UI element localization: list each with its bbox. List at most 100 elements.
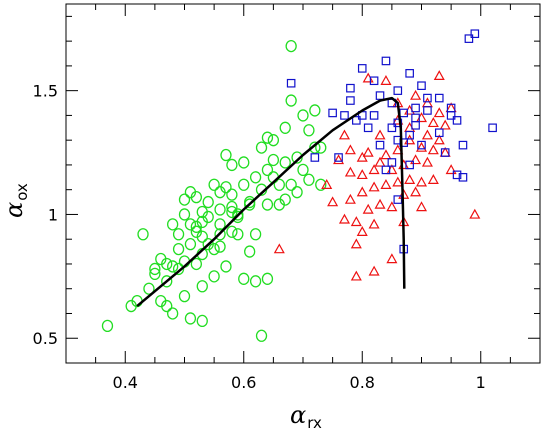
circle-point [190,190,203,204]
square-point [458,173,468,182]
x-axis-title: αrx [290,401,322,430]
triangle-point [327,196,339,207]
square-point [286,78,296,88]
triangle-point [410,89,422,100]
circle-point [261,163,274,177]
triangle-point [350,270,362,281]
circle-point [196,280,208,293]
circle-point [208,270,220,283]
circle-point [143,282,155,295]
square-point [363,123,373,133]
square-point [417,140,426,150]
circle-point [161,257,173,271]
square-point [328,108,337,118]
square-point [375,140,385,150]
circle-point [249,171,262,184]
square-point [393,86,403,95]
circle-point [285,178,297,191]
triangle-point [392,176,404,187]
square-point [417,81,426,91]
triangle-point [344,193,356,204]
triangle-point [344,144,356,155]
circle-point [238,272,250,285]
square-point [405,130,414,140]
square-point [352,116,361,125]
triangle-point [469,208,481,219]
x-tick-label: 1 [476,373,486,392]
square-point [369,111,379,120]
circle-point [184,312,197,325]
square-point [452,170,462,180]
triangle-point [356,169,368,180]
triangle-point [392,144,404,155]
circle-point [238,178,250,191]
triangle-point [333,154,345,165]
y-tick-label: 1 [48,205,58,224]
circle-point [161,275,173,288]
circle-point [190,257,203,271]
triangle-point [380,179,392,189]
circle-point [214,228,226,241]
square-point [488,123,497,133]
circle-point [196,314,208,328]
y-axis-title-sub: ox [13,183,31,201]
square-point [446,111,456,120]
triangle-point [362,146,374,157]
circle-point [297,163,309,177]
triangle-point [380,149,392,160]
square-point [405,160,414,170]
triangle-point [368,265,380,276]
circle-point [232,208,244,221]
y-tick-label: 1.5 [33,82,58,101]
circle-point [297,109,309,122]
square-point [393,118,403,128]
triangle-point [356,151,368,162]
square-point [381,56,391,66]
circle-point [279,156,291,169]
circle-point [279,193,291,206]
triangle-point [356,186,368,197]
circle-point [309,141,321,154]
circle-point [255,329,268,342]
x-axis-title-main: α [290,401,306,429]
square-point [346,96,355,105]
square-point [434,93,444,103]
triangle-point [350,216,362,227]
circle-point [214,240,226,253]
circle-point [149,267,161,281]
triangle-point [273,243,285,254]
y-axis-title-main: α [0,202,28,218]
triangle-point [445,164,457,175]
circle-point [303,173,315,186]
square-point [310,153,320,162]
circle-point [261,272,274,285]
circle-point [214,203,226,216]
square-point [470,29,480,39]
circle-point [149,262,161,276]
triangle-point [427,117,439,128]
triangle-point [374,156,386,167]
circle-point [279,121,291,134]
triangle-point [415,141,428,152]
circle-point [226,188,238,201]
square-point [405,69,414,78]
circle-point [220,260,232,273]
circle-point [220,181,232,194]
circle-point [101,319,114,333]
triangle-point [439,119,451,130]
square-point [387,158,397,167]
circle-point [232,228,244,241]
square-point [340,111,349,120]
circle-point [166,260,179,273]
circle-point [267,134,280,147]
triangle-point [368,181,380,192]
y-tick-label: 0.5 [33,329,58,348]
circle-point [137,228,149,241]
circle-point [244,245,256,258]
data-layer [101,29,497,342]
triangle-point [374,198,386,209]
circle-point [261,131,274,144]
triangle-point [386,201,398,212]
triangle-point [421,156,433,167]
